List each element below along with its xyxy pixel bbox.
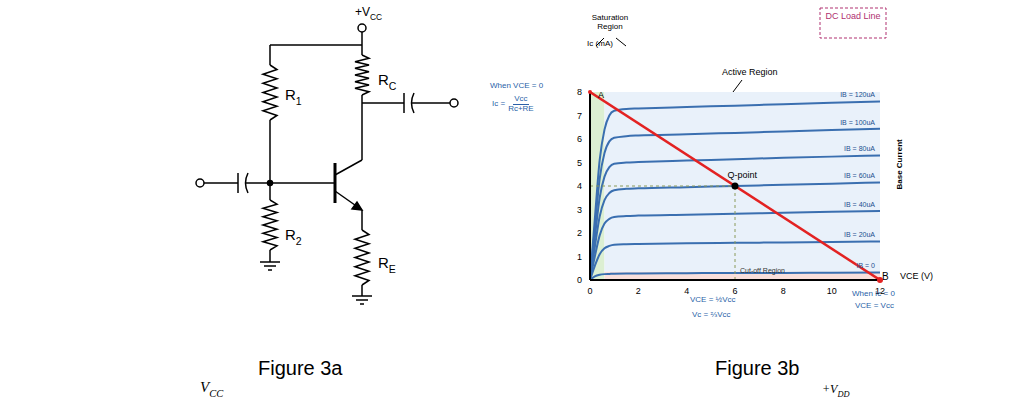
svg-text:10: 10 bbox=[827, 286, 837, 296]
svg-text:IB = 0: IB = 0 bbox=[857, 262, 876, 269]
html-text:VCE = ½Vcc: VCE = ½Vcc bbox=[690, 295, 736, 304]
svg-text:R1: R1 bbox=[285, 86, 302, 107]
svg-text:IB = 120uA: IB = 120uA bbox=[840, 91, 875, 98]
html-text:Saturation Region: Saturation Region bbox=[591, 13, 629, 31]
svg-text:IB = 100uA: IB = 100uA bbox=[840, 119, 875, 126]
html-text:When VCE = 0: When VCE = 0 bbox=[490, 81, 544, 90]
html-text:Active Region: Active Region bbox=[722, 67, 778, 77]
svg-text:R2: R2 bbox=[285, 226, 302, 247]
svg-text:6: 6 bbox=[732, 286, 737, 296]
svg-text:2: 2 bbox=[636, 286, 641, 296]
svg-text:IB = 60uA: IB = 60uA bbox=[844, 172, 875, 179]
svg-text:0: 0 bbox=[577, 275, 582, 285]
svg-text:IB = 80uA: IB = 80uA bbox=[844, 145, 875, 152]
html-text:Ic (mA): Ic (mA) bbox=[587, 39, 613, 48]
html-text:Vc = ⅔Vcc: Vc = ⅔Vcc bbox=[692, 310, 731, 319]
svg-text:+VCC: +VCC bbox=[355, 5, 382, 22]
svg-text:VCC: VCC bbox=[200, 379, 224, 399]
svg-text:Q-point: Q-point bbox=[728, 170, 758, 180]
svg-text:1: 1 bbox=[577, 252, 582, 262]
svg-text:RE: RE bbox=[378, 254, 396, 275]
svg-text:8: 8 bbox=[577, 87, 582, 97]
svg-text:5: 5 bbox=[577, 158, 582, 168]
svg-text:6: 6 bbox=[577, 134, 582, 144]
svg-text:8: 8 bbox=[781, 286, 786, 296]
html-text:Vcc: Vcc bbox=[514, 94, 528, 103]
svg-text:IB = 20uA: IB = 20uA bbox=[844, 231, 875, 238]
svg-text:4: 4 bbox=[684, 286, 689, 296]
svg-text:4: 4 bbox=[577, 181, 582, 191]
html-text:VCE (V): VCE (V) bbox=[900, 271, 933, 281]
svg-text:IB = 40uA: IB = 40uA bbox=[844, 201, 875, 208]
svg-text:Figure 3b: Figure 3b bbox=[715, 357, 800, 379]
html-text:Cut-off Region: Cut-off Region bbox=[740, 267, 785, 274]
svg-text:Figure 3a: Figure 3a bbox=[258, 357, 343, 379]
html-text:Base Current: Base Current bbox=[894, 139, 904, 190]
html-text:VCE = Vcc: VCE = Vcc bbox=[855, 301, 894, 310]
svg-text:0: 0 bbox=[587, 286, 592, 296]
svg-text:7: 7 bbox=[577, 111, 582, 121]
svg-text:A: A bbox=[598, 90, 604, 100]
html-text:Rc+RE: Rc+RE bbox=[508, 103, 534, 113]
svg-text:2: 2 bbox=[577, 228, 582, 238]
svg-text:B: B bbox=[882, 271, 889, 282]
svg-text:+VDD: +VDD bbox=[822, 382, 850, 399]
html-text:DC Load Line: DC Load Line bbox=[825, 11, 881, 21]
svg-text:RC: RC bbox=[378, 71, 397, 92]
svg-text:3: 3 bbox=[577, 205, 582, 215]
html-text:When Ic = 0: When Ic = 0 bbox=[852, 289, 895, 298]
html-text:Ic =: Ic = bbox=[492, 98, 506, 108]
